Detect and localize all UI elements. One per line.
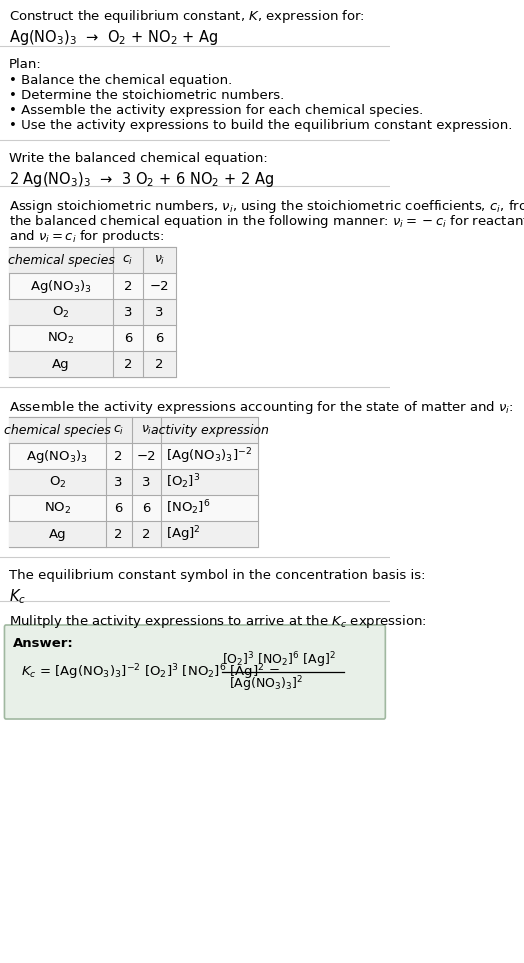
Text: $\nu_i$: $\nu_i$ [154,253,165,267]
Text: Ag: Ag [52,357,70,371]
Text: Assemble the activity expressions accounting for the state of matter and $\nu_i$: Assemble the activity expressions accoun… [9,399,514,416]
Text: [O$_2$]$^3$: [O$_2$]$^3$ [166,473,200,491]
Text: Ag(NO$_3$)$_3$: Ag(NO$_3$)$_3$ [30,277,92,295]
Text: 2: 2 [124,357,132,371]
Text: • Balance the chemical equation.: • Balance the chemical equation. [9,74,232,87]
Text: 3: 3 [114,476,123,488]
Text: Ag(NO$_3$)$_3$  →  O$_2$ + NO$_2$ + Ag: Ag(NO$_3$)$_3$ → O$_2$ + NO$_2$ + Ag [9,28,219,47]
Text: The equilibrium constant symbol in the concentration basis is:: The equilibrium constant symbol in the c… [9,569,425,582]
Text: O$_2$: O$_2$ [49,475,66,489]
Text: $K_c$ = [Ag(NO$_3$)$_3$]$^{-2}$ [O$_2$]$^3$ [NO$_2$]$^6$ [Ag]$^2$ =: $K_c$ = [Ag(NO$_3$)$_3$]$^{-2}$ [O$_2$]$… [21,663,279,682]
Text: Ag: Ag [48,528,66,540]
Text: 6: 6 [114,502,123,514]
Text: −2: −2 [150,279,169,293]
Text: Plan:: Plan: [9,58,42,71]
Text: $c_i$: $c_i$ [122,253,134,267]
Text: 2: 2 [124,279,132,293]
Text: and $\nu_i = c_i$ for products:: and $\nu_i = c_i$ for products: [9,228,165,245]
Text: 2: 2 [114,450,123,462]
Text: 3: 3 [124,305,132,319]
Text: chemical species: chemical species [4,424,111,436]
Text: 2: 2 [114,528,123,540]
Bar [9,247,176,377]
Bar [9,299,176,325]
Text: 2: 2 [155,357,164,371]
Text: activity expression: activity expression [151,424,269,436]
Text: NO$_2$: NO$_2$ [43,501,71,515]
Text: [O$_2$]$^3$ [NO$_2$]$^6$ [Ag]$^2$: [O$_2$]$^3$ [NO$_2$]$^6$ [Ag]$^2$ [222,650,335,670]
Text: 6: 6 [124,331,132,345]
Bar [9,469,258,495]
Text: • Use the activity expressions to build the equilibrium constant expression.: • Use the activity expressions to build … [9,119,512,132]
Text: $\nu_i$: $\nu_i$ [141,424,152,436]
Text: Ag(NO$_3$)$_3$: Ag(NO$_3$)$_3$ [26,448,88,464]
Text: Write the balanced chemical equation:: Write the balanced chemical equation: [9,152,268,165]
Bar [9,417,258,547]
Text: [NO$_2$]$^6$: [NO$_2$]$^6$ [166,499,210,517]
Text: [Ag(NO$_3$)$_3$]$^{-2}$: [Ag(NO$_3$)$_3$]$^{-2}$ [166,446,252,466]
Bar [9,351,176,377]
Text: Construct the equilibrium constant, $K$, expression for:: Construct the equilibrium constant, $K$,… [9,8,365,25]
Text: chemical species: chemical species [7,253,114,267]
FancyBboxPatch shape [5,625,385,719]
Text: Mulitply the activity expressions to arrive at the $K_c$ expression:: Mulitply the activity expressions to arr… [9,613,427,630]
Text: • Determine the stoichiometric numbers.: • Determine the stoichiometric numbers. [9,89,284,102]
Text: [Ag(NO$_3$)$_3$]$^2$: [Ag(NO$_3$)$_3$]$^2$ [229,674,303,693]
Text: Assign stoichiometric numbers, $\nu_i$, using the stoichiometric coefficients, $: Assign stoichiometric numbers, $\nu_i$, … [9,198,524,215]
Text: $K_c$: $K_c$ [9,587,26,606]
Bar [9,417,258,443]
Text: NO$_2$: NO$_2$ [47,330,75,346]
Text: 3: 3 [155,305,164,319]
Text: $c_i$: $c_i$ [113,424,124,436]
Text: • Assemble the activity expression for each chemical species.: • Assemble the activity expression for e… [9,104,423,117]
Text: [Ag]$^2$: [Ag]$^2$ [166,524,201,544]
Text: 3: 3 [143,476,151,488]
Text: 6: 6 [156,331,164,345]
Text: Answer:: Answer: [14,637,74,650]
Bar [9,521,258,547]
Text: 2: 2 [143,528,151,540]
Text: 6: 6 [143,502,151,514]
Bar [9,247,176,273]
Text: 2 Ag(NO$_3$)$_3$  →  3 O$_2$ + 6 NO$_2$ + 2 Ag: 2 Ag(NO$_3$)$_3$ → 3 O$_2$ + 6 NO$_2$ + … [9,170,274,189]
Text: the balanced chemical equation in the following manner: $\nu_i = -c_i$ for react: the balanced chemical equation in the fo… [9,213,524,230]
Text: O$_2$: O$_2$ [52,304,70,320]
Text: −2: −2 [137,450,156,462]
